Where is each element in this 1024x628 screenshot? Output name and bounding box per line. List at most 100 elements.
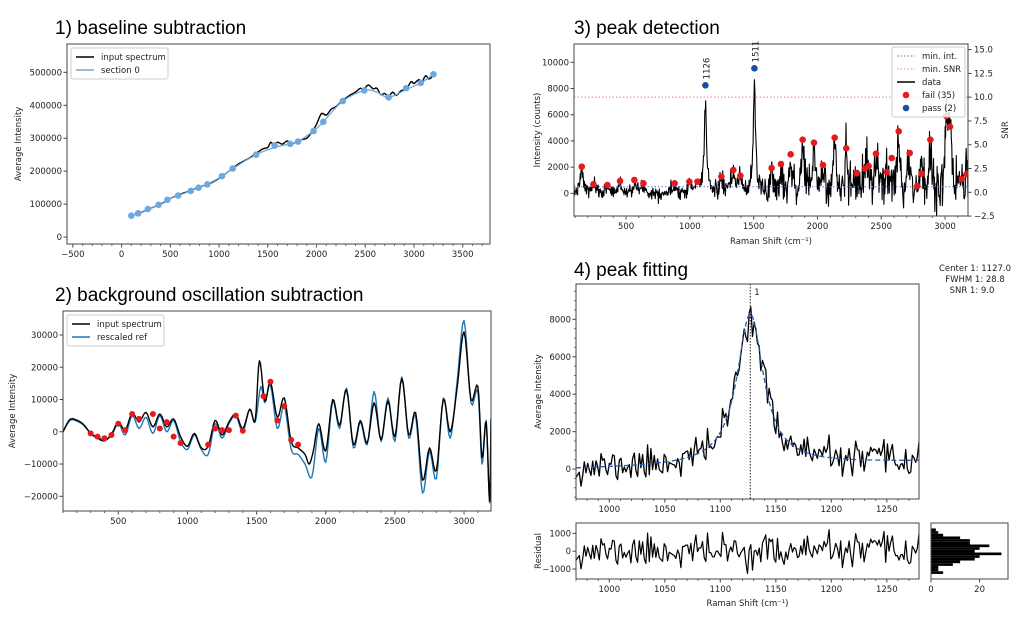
fail-peak-marker	[686, 178, 693, 185]
y-tick-label: −1000	[542, 565, 571, 575]
marker-point	[219, 427, 226, 434]
peak-center-label: 1	[754, 288, 759, 298]
x-tick-label: 2000	[807, 222, 829, 232]
marker-point	[232, 412, 239, 419]
y2-tick-label: 7.5	[974, 117, 988, 127]
fail-peak-marker	[958, 175, 965, 183]
x-tick-label: 1000	[598, 585, 620, 595]
anchor-point	[155, 201, 162, 209]
histogram-bar	[931, 552, 1002, 556]
legend-label: min. SNR	[922, 65, 961, 75]
marker-point	[156, 425, 163, 432]
fail-peak-marker	[810, 139, 818, 146]
legend: input spectrum rescaled ref	[66, 314, 165, 347]
histogram-bar	[931, 557, 975, 561]
x-tick-label: 1050	[654, 505, 676, 515]
x-tick-label: 500	[618, 222, 634, 232]
anchor-point	[286, 140, 294, 148]
y-tick-label: 200000	[30, 167, 62, 177]
histogram-bar	[931, 541, 970, 545]
fail-peak-marker	[671, 180, 678, 187]
x-tick-label: 3000	[934, 222, 956, 232]
anchor-point	[310, 127, 317, 135]
y-tick-label: −20000	[24, 492, 58, 502]
pass-peak-marker	[702, 82, 709, 89]
y-tick-label: 300000	[30, 134, 62, 144]
legend-label: input spectrum	[101, 53, 166, 63]
y-axis-label: Average Intensity	[14, 107, 24, 182]
anchor-point	[252, 151, 260, 159]
marker-point	[94, 433, 101, 440]
anchor-point	[195, 184, 202, 191]
y-tick-label: 4000	[549, 390, 571, 400]
y-tick-label: 0	[57, 233, 62, 243]
fail-peak-marker	[819, 161, 827, 169]
y-axis-label: Residual	[534, 533, 544, 569]
y-tick-label: 30000	[31, 331, 58, 341]
x-tick-label: 2500	[384, 517, 406, 527]
histogram-bar	[931, 568, 939, 572]
x-tick-label: 500	[110, 517, 126, 527]
x-tick-label: 2000	[315, 517, 337, 527]
baseline-subtraction-chart: −500 0 500 1000 1500 2000 2500 3000 3500 0 100000 2…	[14, 43, 491, 260]
histogram-bar	[931, 555, 980, 558]
y-tick-label: 8000	[547, 85, 569, 95]
fail-peak-marker	[842, 145, 850, 152]
panel1-title: 1) baseline subtraction	[55, 18, 246, 39]
marker-point	[136, 415, 143, 422]
x-tick-label: 1050	[654, 585, 676, 595]
legend-entry: data	[897, 78, 941, 88]
fail-peak-marker	[694, 178, 701, 185]
x-tick-label: 1000	[208, 250, 230, 260]
anchor-point	[430, 71, 437, 78]
histogram-bar	[931, 565, 939, 569]
x-tick-label: 20	[974, 585, 985, 595]
legend-frame	[66, 314, 165, 347]
x-axis-label: Raman Shift (cm⁻¹)	[730, 237, 812, 247]
histogram-bar	[931, 539, 970, 542]
legend-label: min. int.	[922, 52, 957, 62]
fail-peak-marker	[895, 128, 903, 135]
residual-histogram: 0 20	[928, 522, 1009, 595]
anchor-point	[402, 84, 410, 92]
fail-peak-marker	[768, 164, 775, 172]
histogram-bar	[931, 571, 944, 574]
y-tick-label: 1000	[549, 529, 571, 539]
legend-label: rescaled ref	[97, 333, 148, 343]
histogram-bar	[931, 536, 961, 540]
x-tick-label: 1150	[765, 585, 787, 595]
fail-peak-marker	[730, 166, 737, 174]
fail-peak-marker	[865, 162, 872, 170]
axes-frame	[62, 310, 492, 512]
series-fit	[576, 313, 919, 469]
series-data	[576, 306, 919, 487]
histogram-bar	[931, 544, 990, 548]
series-input-spectrum	[63, 331, 491, 502]
y-tick-label: 0	[566, 465, 571, 475]
x-tick-label: 1250	[876, 505, 898, 515]
anchor-point	[187, 187, 195, 195]
legend-frame	[891, 46, 966, 118]
series-residual	[576, 529, 919, 575]
x-tick-label: 3000	[403, 250, 425, 260]
legend-label: section 0	[101, 66, 140, 76]
x-tick-label: 1250	[876, 585, 898, 595]
legend-label: fail (35)	[922, 91, 955, 101]
legend: input spectrum section 0	[70, 47, 169, 80]
marker-point	[295, 441, 302, 448]
y-tick-label: 10000	[31, 396, 58, 406]
pass-peak-marker	[751, 65, 758, 72]
anchor-point	[204, 181, 211, 188]
histogram-bar	[931, 549, 975, 553]
fail-peak-marker	[946, 123, 954, 130]
panel3-title: 3) peak detection	[574, 18, 720, 39]
fail-peak-marker	[853, 170, 860, 177]
y-tick-label: 6000	[549, 353, 571, 363]
y-tick-label: 4000	[547, 137, 569, 147]
fail-peak-marker	[888, 154, 896, 162]
fail-peak-marker	[631, 176, 638, 184]
fit-annotation-center: Center 1: 1127.0	[939, 264, 1011, 274]
marker-point	[177, 440, 184, 447]
y2-axis-label: SNR	[1001, 121, 1011, 139]
